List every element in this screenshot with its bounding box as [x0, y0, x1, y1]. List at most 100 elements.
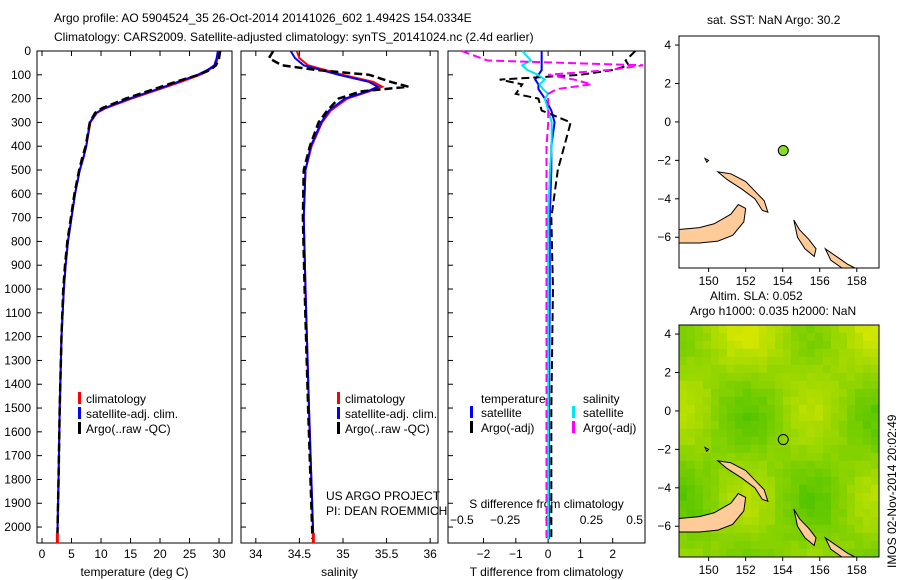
sla-cell: [791, 349, 800, 358]
sla-cell: [695, 437, 704, 446]
sla-cell: [855, 453, 864, 462]
legend-label: satellite: [583, 406, 624, 420]
sla-cell: [831, 373, 840, 382]
sla-cell: [839, 357, 848, 366]
sla-cell: [703, 397, 712, 406]
legend-swatch: [337, 407, 340, 419]
sla-cell: [775, 493, 784, 502]
sla-cell: [815, 397, 824, 406]
sla-cell: [791, 389, 800, 398]
sla-cell: [743, 533, 752, 542]
sla-cell: [791, 333, 800, 342]
sla-cell: [703, 541, 712, 550]
sla-map-frame: [678, 324, 880, 558]
sla-cell: [767, 533, 776, 542]
sla-cell: [727, 381, 736, 390]
sla-cell: [735, 349, 744, 358]
sla-cell: [815, 373, 824, 382]
sla-cell: [687, 405, 696, 414]
sla-cell: [679, 429, 688, 438]
sla-cell: [687, 493, 696, 502]
sla-cell: [775, 429, 784, 438]
sla-cell: [783, 453, 792, 462]
y-tick-label: −4: [657, 481, 671, 495]
sla-cell: [767, 501, 776, 510]
sla-cell: [839, 461, 848, 470]
sla-cell: [799, 541, 808, 550]
sla-cell: [719, 437, 728, 446]
sla-cell: [791, 469, 800, 478]
sla-cell: [695, 349, 704, 358]
sla-cell: [703, 453, 712, 462]
sla-cell: [751, 501, 760, 510]
salinity-axes-box: [240, 50, 439, 544]
sla-cell: [679, 477, 688, 486]
sla-cell: [807, 525, 816, 534]
sla-cell: [703, 341, 712, 350]
sla-cell: [839, 413, 848, 422]
y-tick-label: 1500: [4, 401, 31, 415]
sla-cell: [751, 485, 760, 494]
sla-cell: [863, 381, 872, 390]
sla-cell: [687, 333, 696, 342]
sla-cell: [863, 421, 872, 430]
x2-tick-label: −0.5: [450, 513, 474, 527]
sla-cell: [815, 429, 824, 438]
sla-cell: [831, 341, 840, 350]
sla-cell: [775, 453, 784, 462]
sla-cell: [743, 541, 752, 550]
sla-cell: [695, 341, 704, 350]
sla-cell: [695, 501, 704, 510]
sla-cell: [679, 357, 688, 366]
sla-cell: [855, 525, 864, 534]
sla-cell: [855, 493, 864, 502]
argo-position-marker[interactable]: [777, 145, 789, 157]
sla-cell: [871, 445, 879, 454]
sla-cell: [855, 373, 864, 382]
y-tick-label: 2000: [4, 520, 31, 534]
legend-swatch: [78, 407, 81, 419]
sla-cell: [727, 325, 736, 334]
sla-cell: [823, 397, 832, 406]
sla-cell: [807, 445, 816, 454]
sla-cell: [703, 501, 712, 510]
sla-cell: [823, 469, 832, 478]
argo-position-marker[interactable]: [777, 434, 789, 446]
sla-cell: [703, 405, 712, 414]
sla-cell: [775, 477, 784, 486]
sla-cell: [783, 333, 792, 342]
sla-cell: [775, 525, 784, 534]
sla-cell: [767, 525, 776, 534]
sla-cell: [719, 525, 728, 534]
sla-cell: [823, 445, 832, 454]
sla-cell: [751, 509, 760, 518]
sla-cell: [711, 453, 720, 462]
sla-cell: [687, 381, 696, 390]
sla-cell: [727, 413, 736, 422]
sla-cell: [871, 453, 879, 462]
sla-cell: [823, 389, 832, 398]
sla-cell: [767, 365, 776, 374]
sla-cell: [799, 397, 808, 406]
sla-cell: [775, 461, 784, 470]
sla-cell: [863, 469, 872, 478]
sla-cell: [807, 541, 816, 550]
sla-cell: [863, 493, 872, 502]
sla-cell: [783, 525, 792, 534]
sla-cell: [767, 413, 776, 422]
sla-cell: [855, 333, 864, 342]
sla-cell: [727, 493, 736, 502]
sla-cell: [847, 389, 856, 398]
sla-cell: [855, 477, 864, 486]
sla-cell: [751, 421, 760, 430]
sla-cell: [719, 381, 728, 390]
sla-cell: [727, 437, 736, 446]
temperature-series-1: [56, 50, 219, 539]
y-tick-label: 100: [11, 68, 31, 82]
sla-cell: [863, 349, 872, 358]
sla-cell: [847, 349, 856, 358]
sla-cell: [823, 405, 832, 414]
sla-cell: [679, 365, 688, 374]
sla-cell: [815, 509, 824, 518]
sla-cell: [799, 413, 808, 422]
